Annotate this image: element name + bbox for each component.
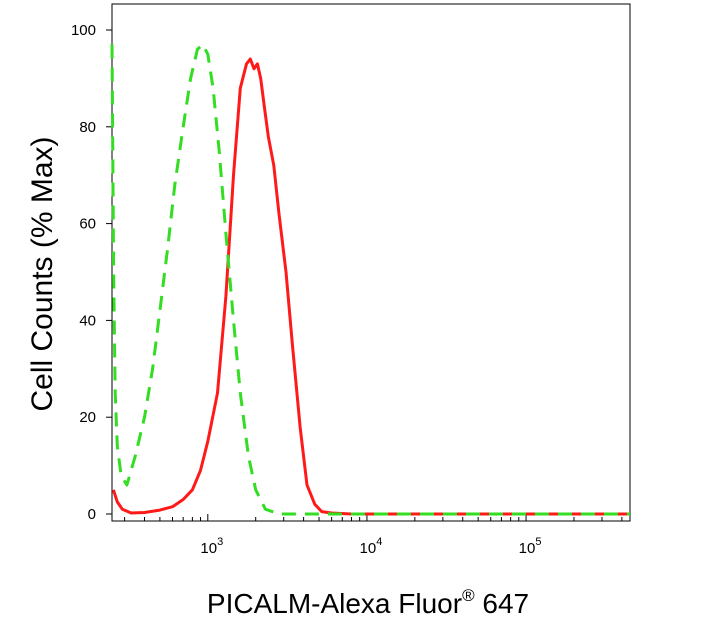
x-tick-label: 103 bbox=[200, 536, 223, 557]
y-tick-label: 80 bbox=[79, 119, 96, 136]
x-axis-label-main: PICALM-Alexa Fluor bbox=[207, 588, 462, 619]
control-series-line bbox=[110, 43, 630, 516]
y-tick-label: 0 bbox=[88, 506, 96, 523]
x-axis-label: PICALM-Alexa Fluor® 647 bbox=[207, 586, 529, 619]
x-axis-label-suffix: 647 bbox=[475, 588, 530, 619]
x-axis: 103 104 105 bbox=[124, 514, 623, 557]
y-tick-label: 40 bbox=[79, 312, 96, 329]
y-tick-label: 100 bbox=[71, 22, 96, 39]
sample-series-line bbox=[111, 57, 630, 516]
x-tick-label: 104 bbox=[360, 536, 383, 557]
y-tick-label: 20 bbox=[79, 409, 96, 426]
x-axis-label-superscript: ® bbox=[462, 586, 475, 605]
y-tick-label: 60 bbox=[79, 216, 96, 233]
series-layer bbox=[110, 43, 630, 516]
x-tick-label: 105 bbox=[519, 536, 542, 557]
y-axis-label: Cell Counts (% Max) bbox=[26, 136, 59, 411]
y-axis: 0 20 40 60 80 100 bbox=[71, 22, 112, 523]
plot-frame bbox=[111, 3, 631, 522]
